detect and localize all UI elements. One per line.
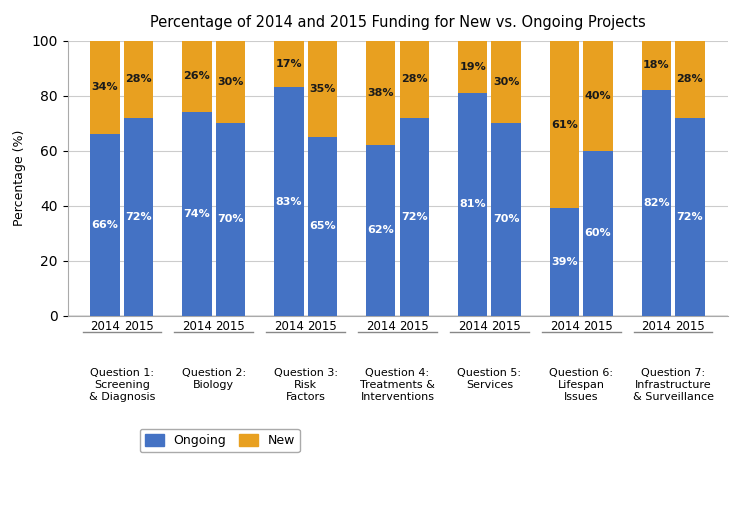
- Text: 28%: 28%: [401, 74, 427, 84]
- Text: Question 7:
Infrastructure
& Surveillance: Question 7: Infrastructure & Surveillanc…: [633, 369, 714, 402]
- Text: 82%: 82%: [644, 198, 670, 208]
- Text: 72%: 72%: [401, 212, 427, 221]
- Text: 18%: 18%: [644, 61, 670, 70]
- Bar: [458, 41, 488, 93]
- Text: 72%: 72%: [676, 212, 703, 221]
- Bar: [675, 41, 704, 118]
- Text: 62%: 62%: [368, 225, 394, 235]
- Text: 74%: 74%: [184, 209, 210, 219]
- Text: 28%: 28%: [125, 74, 152, 84]
- Text: Question 6:
Lifespan
Issues: Question 6: Lifespan Issues: [549, 369, 614, 402]
- Text: 72%: 72%: [125, 212, 152, 221]
- Title: Percentage of 2014 and 2015 Funding for New vs. Ongoing Projects: Percentage of 2014 and 2015 Funding for …: [149, 15, 645, 30]
- Bar: [400, 41, 429, 118]
- Bar: [124, 118, 153, 316]
- Bar: [274, 41, 304, 88]
- Bar: [458, 93, 488, 316]
- Bar: [584, 41, 613, 151]
- Bar: [91, 41, 120, 134]
- Bar: [308, 41, 337, 137]
- Bar: [366, 41, 395, 145]
- Text: 30%: 30%: [217, 77, 244, 87]
- Text: 34%: 34%: [92, 82, 118, 93]
- Text: 38%: 38%: [368, 88, 394, 98]
- Text: 70%: 70%: [493, 214, 519, 224]
- Bar: [491, 41, 520, 123]
- Bar: [642, 41, 671, 90]
- Text: 65%: 65%: [309, 221, 335, 231]
- Text: 60%: 60%: [585, 228, 611, 238]
- Text: 70%: 70%: [217, 214, 244, 224]
- Text: 83%: 83%: [276, 196, 302, 207]
- Bar: [91, 134, 120, 316]
- Bar: [216, 41, 245, 123]
- Text: 61%: 61%: [551, 120, 578, 130]
- Text: 28%: 28%: [676, 74, 703, 84]
- Text: 26%: 26%: [184, 71, 210, 81]
- Text: 81%: 81%: [460, 199, 486, 209]
- Bar: [308, 137, 337, 316]
- Y-axis label: Percentage (%): Percentage (%): [13, 130, 26, 227]
- Bar: [400, 118, 429, 316]
- Text: 35%: 35%: [309, 84, 335, 94]
- Text: 30%: 30%: [493, 77, 519, 87]
- Text: Question 1:
Screening
& Diagnosis: Question 1: Screening & Diagnosis: [88, 369, 155, 402]
- Bar: [584, 151, 613, 316]
- Bar: [550, 41, 579, 208]
- Bar: [491, 123, 520, 316]
- Text: 39%: 39%: [551, 257, 578, 267]
- Bar: [124, 41, 153, 118]
- Text: Question 3:
Risk
Factors: Question 3: Risk Factors: [274, 369, 338, 402]
- Bar: [274, 88, 304, 316]
- Bar: [675, 118, 704, 316]
- Bar: [182, 41, 212, 112]
- Text: 17%: 17%: [275, 59, 302, 69]
- Text: 19%: 19%: [459, 62, 486, 72]
- Text: Question 2:
Biology: Question 2: Biology: [182, 369, 246, 390]
- Bar: [216, 123, 245, 316]
- Text: 66%: 66%: [92, 220, 118, 230]
- Bar: [366, 145, 395, 316]
- Bar: [182, 112, 212, 316]
- Bar: [550, 208, 579, 316]
- Legend: Ongoing, New: Ongoing, New: [140, 429, 300, 453]
- Text: Question 4:
Treatments &
Interventions: Question 4: Treatments & Interventions: [360, 369, 435, 402]
- Text: Question 5:
Services: Question 5: Services: [458, 369, 521, 390]
- Bar: [642, 90, 671, 316]
- Text: 40%: 40%: [585, 91, 611, 101]
